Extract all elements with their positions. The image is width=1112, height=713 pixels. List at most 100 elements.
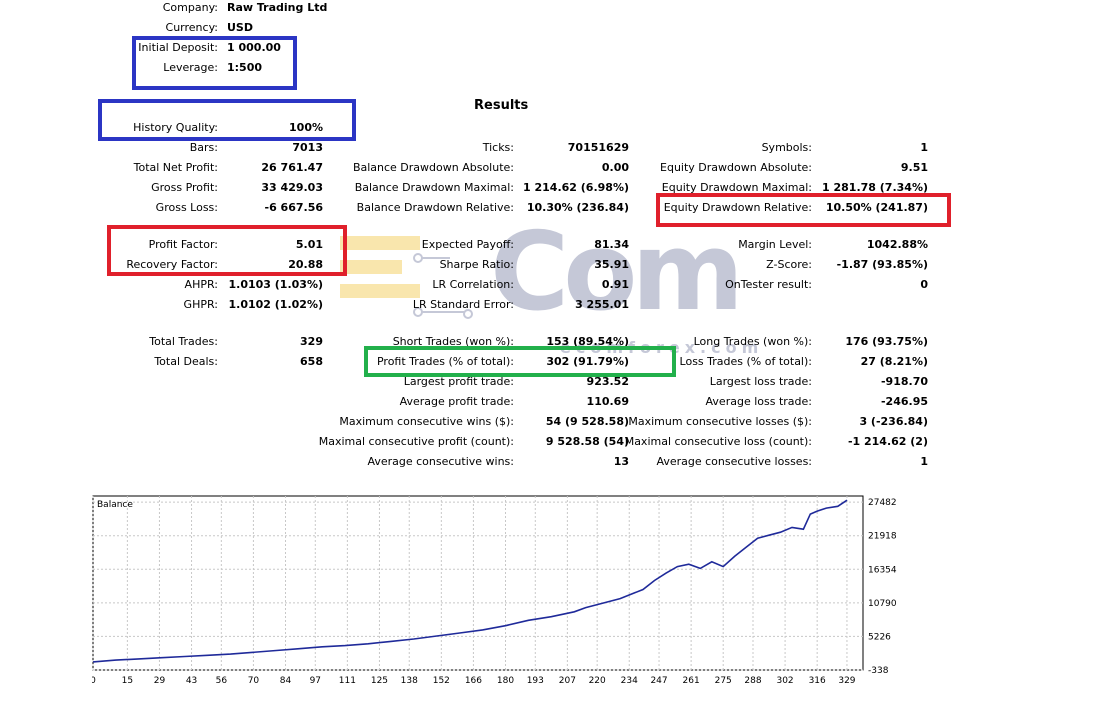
ontester-result-value: 0 xyxy=(920,278,928,291)
bars-label: Bars: xyxy=(189,141,218,154)
maximal-consecutive-loss-value: -1 214.62 (2) xyxy=(847,435,928,448)
lr-standard-error-value: 3 255.01 xyxy=(575,298,629,311)
watermark-big-text: Com xyxy=(490,210,744,335)
chart-x-tick-label: 0 xyxy=(92,676,96,686)
balance-dd-maximal-label: Balance Drawdown Maximal: xyxy=(354,181,514,194)
recovery-factor-value: 20.88 xyxy=(288,258,323,271)
ticks-label: Ticks: xyxy=(482,141,514,154)
ahpr-label: AHPR: xyxy=(184,278,218,291)
company-value: Raw Trading Ltd xyxy=(227,1,328,14)
balance-dd-relative-value: 10.30% (236.84) xyxy=(526,201,629,214)
bars-value: 7013 xyxy=(292,141,323,154)
chart-x-tick-label: 275 xyxy=(715,676,732,686)
chart-y-tick-label: 10790 xyxy=(868,599,897,609)
chart-x-tick-label: 166 xyxy=(465,676,482,686)
chart-x-tick-label: 261 xyxy=(683,676,700,686)
total-deals-value: 658 xyxy=(300,355,323,368)
balance-dd-maximal-value: 1 214.62 (6.98%) xyxy=(523,181,629,194)
balance-series-line xyxy=(92,499,848,663)
chart-x-tick-label: 234 xyxy=(621,676,638,686)
chart-x-tick-label: 84 xyxy=(280,676,292,686)
maximal-consecutive-profit-value: 9 528.58 (54) xyxy=(545,435,629,448)
long-trades-label: Long Trades (won %): xyxy=(693,335,812,348)
max-consecutive-losses-value: 3 (-236.84) xyxy=(859,415,928,428)
equity-dd-absolute-value: 9.51 xyxy=(900,161,928,174)
short-trades-value: 153 (89.54%) xyxy=(546,335,629,348)
profit-factor-label: Profit Factor: xyxy=(148,238,218,251)
average-profit-trade-label: Average profit trade: xyxy=(399,395,514,408)
expected-payoff-value: 81.34 xyxy=(594,238,629,251)
balance-dd-relative-label: Balance Drawdown Relative: xyxy=(356,201,514,214)
balance-chart: 0 15 29 43 56 70 84 97 111 125 138 152 166 180 193 207 2… xyxy=(92,495,897,686)
gross-loss-label: Gross Loss: xyxy=(155,201,218,214)
highlight-box-equity-dd-relative xyxy=(656,193,951,227)
loss-trades-value: 27 (8.21%) xyxy=(860,355,928,368)
expected-payoff-label: Expected Payoff: xyxy=(421,238,514,251)
highlight-box-factors xyxy=(107,225,347,276)
chart-x-tick-label: 152 xyxy=(433,676,450,686)
total-net-profit-value: 26 761.47 xyxy=(261,161,323,174)
gross-profit-label: Gross Profit: xyxy=(151,181,218,194)
balance-dd-absolute-value: 0.00 xyxy=(601,161,629,174)
margin-level-label: Margin Level: xyxy=(738,238,812,251)
symbols-label: Symbols: xyxy=(761,141,812,154)
chart-y-tick-label: 21918 xyxy=(868,532,897,542)
z-score-value: -1.87 (93.85%) xyxy=(836,258,928,271)
lr-correlation-value: 0.91 xyxy=(601,278,629,291)
chart-x-tick-label: 29 xyxy=(154,676,166,686)
average-loss-trade-value: -246.95 xyxy=(880,395,928,408)
chart-x-tick-label: 220 xyxy=(589,676,606,686)
profit-trades-label: Profit Trades (% of total): xyxy=(376,355,514,368)
chart-x-tick-label: 302 xyxy=(776,676,793,686)
largest-profit-trade-value: 923.52 xyxy=(586,375,629,388)
average-consecutive-losses-value: 1 xyxy=(920,455,928,468)
long-trades-value: 176 (93.75%) xyxy=(845,335,928,348)
watermark-stripes xyxy=(340,236,420,298)
chart-y-tick-label: 5226 xyxy=(868,632,891,642)
ghpr-value: 1.0102 (1.02%) xyxy=(228,298,324,311)
sharpe-ratio-value: 35.91 xyxy=(594,258,629,271)
chart-x-tick-label: 247 xyxy=(650,676,667,686)
highlight-box-history-quality xyxy=(98,99,356,141)
symbols-value: 1 xyxy=(920,141,928,154)
total-trades-value: 329 xyxy=(300,335,323,348)
currency-value: USD xyxy=(227,21,253,34)
ticks-value: 70151629 xyxy=(567,141,629,154)
chart-title: Balance xyxy=(97,500,133,510)
equity-dd-maximal-value: 1 281.78 (7.34%) xyxy=(822,181,928,194)
equity-dd-relative-value: 10.50% (241.87) xyxy=(825,201,928,214)
leverage-label: Leverage: xyxy=(163,61,218,74)
equity-dd-relative-label: Equity Drawdown Relative: xyxy=(663,201,812,214)
history-quality-label: History Quality: xyxy=(133,121,218,134)
average-profit-trade-value: 110.69 xyxy=(586,395,629,408)
lr-correlation-label: LR Correlation: xyxy=(432,278,514,291)
balance-dd-absolute-label: Balance Drawdown Absolute: xyxy=(352,161,514,174)
chart-x-tick-label: 207 xyxy=(559,676,576,686)
chart-x-tick-label: 111 xyxy=(339,676,356,686)
profit-trades-value: 302 (91.79%) xyxy=(546,355,629,368)
average-consecutive-wins-label: Average consecutive wins: xyxy=(367,455,514,468)
loss-trades-label: Loss Trades (% of total): xyxy=(679,355,812,368)
chart-x-tick-label: 180 xyxy=(497,676,514,686)
chart-x-tick-label: 193 xyxy=(527,676,544,686)
equity-dd-maximal-label: Equity Drawdown Maximal: xyxy=(661,181,812,194)
chart-y-tick-label: -338 xyxy=(868,666,889,676)
average-loss-trade-label: Average loss trade: xyxy=(705,395,812,408)
z-score-label: Z-Score: xyxy=(766,258,812,271)
chart-x-tick-label: 70 xyxy=(248,676,260,686)
leverage-value: 1:500 xyxy=(227,61,263,74)
ghpr-label: GHPR: xyxy=(183,298,218,311)
max-consecutive-losses-label: Maximum consecutive losses ($): xyxy=(628,415,812,428)
initial-deposit-value: 1 000.00 xyxy=(227,41,281,54)
chart-y-tick-label: 27482 xyxy=(868,498,897,508)
average-consecutive-losses-label: Average consecutive losses: xyxy=(656,455,812,468)
chart-x-tick-label: 56 xyxy=(216,676,228,686)
chart-x-tick-label: 288 xyxy=(744,676,761,686)
maximal-consecutive-profit-label: Maximal consecutive profit (count): xyxy=(318,435,514,448)
ontester-result-label: OnTester result: xyxy=(725,278,812,291)
margin-level-value: 1042.88% xyxy=(866,238,928,251)
equity-dd-absolute-label: Equity Drawdown Absolute: xyxy=(660,161,812,174)
sharpe-ratio-label: Sharpe Ratio: xyxy=(439,258,514,271)
largest-loss-trade-value: -918.70 xyxy=(880,375,928,388)
total-deals-label: Total Deals: xyxy=(154,355,218,368)
